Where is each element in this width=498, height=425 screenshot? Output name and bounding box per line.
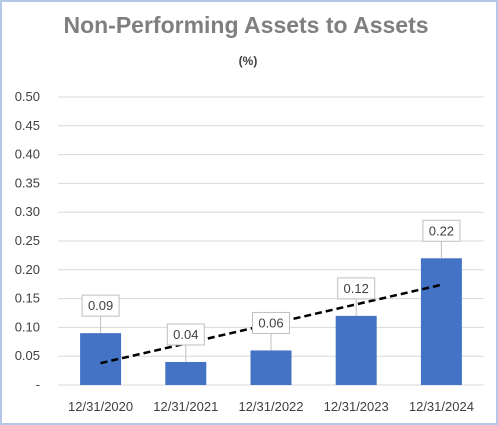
x-tick-label: 12/31/2021 — [153, 399, 218, 414]
y-tick-label: 0.10 — [15, 319, 40, 334]
bars — [80, 258, 462, 385]
data-label-box — [166, 323, 205, 346]
data-label-box — [337, 277, 376, 300]
data-label: 0.06 — [258, 315, 283, 330]
x-axis-ticks: 12/31/2020 12/31/2021 12/31/2022 12/31/2023… — [68, 399, 474, 414]
y-tick-label: 0.40 — [15, 147, 40, 162]
bar — [165, 361, 207, 385]
x-tick-label: 12/31/2020 — [68, 399, 133, 414]
x-tick-label: 12/31/2024 — [409, 399, 474, 414]
y-tick-label: - — [36, 377, 40, 392]
data-label: 0.09 — [88, 298, 113, 313]
y-tick-label: 0.30 — [15, 204, 40, 219]
bar — [420, 258, 462, 385]
y-tick-label: 0.35 — [15, 175, 40, 190]
x-tick-label: 12/31/2022 — [238, 399, 303, 414]
y-tick-label: 0.45 — [15, 118, 40, 133]
y-axis-ticks: - 0.05 0.10 0.15 0.20 0.25 0.30 0.35 0.40 0.45 0.5… — [15, 89, 40, 392]
bar — [335, 315, 377, 385]
y-tick-label: 0.25 — [15, 233, 40, 248]
data-label-box — [422, 219, 461, 242]
y-tick-label: 0.05 — [15, 348, 40, 363]
data-labels: 0.09 0.04 0.06 0.12 0.22 — [81, 219, 461, 362]
y-tick-label: 0.50 — [15, 89, 40, 104]
trendline-line — [100, 283, 442, 365]
x-tick-label: 12/31/2023 — [324, 399, 389, 414]
bar — [250, 350, 292, 385]
data-label: 0.12 — [344, 281, 369, 296]
data-label-box — [81, 294, 120, 317]
chart-title: Non-Performing Assets to Assets — [63, 12, 428, 38]
y-tick-label: 0.20 — [15, 262, 40, 277]
data-label: 0.04 — [173, 327, 198, 342]
data-label-box — [252, 311, 290, 334]
data-label: 0.22 — [429, 223, 454, 238]
y-tick-label: 0.15 — [15, 291, 40, 306]
chart-subtitle: (%) — [239, 54, 258, 68]
trendline — [100, 283, 442, 365]
gridlines — [58, 96, 484, 386]
